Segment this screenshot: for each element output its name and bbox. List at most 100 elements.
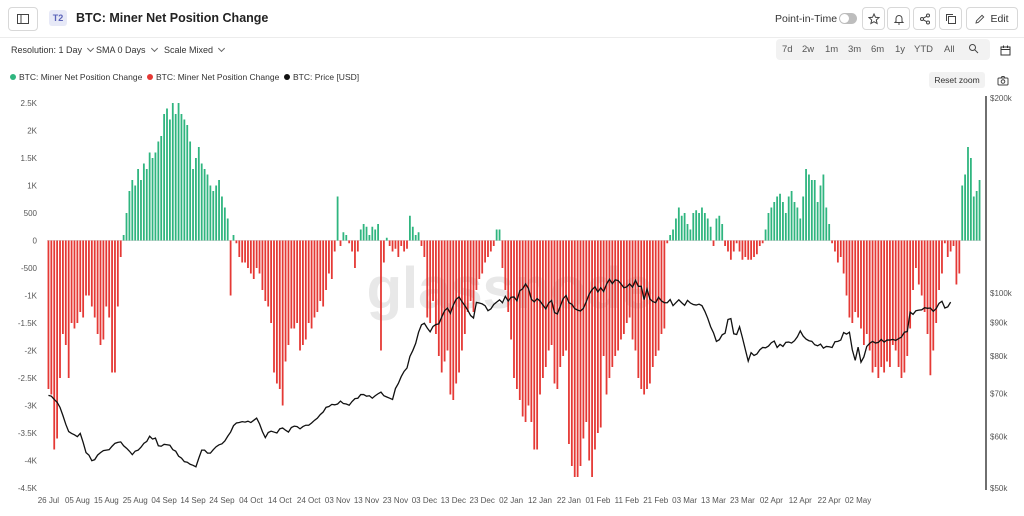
edit-button[interactable]: Edit	[966, 7, 1018, 30]
bar-positive	[695, 210, 698, 241]
bar-positive	[675, 218, 677, 241]
bar-positive	[414, 235, 417, 241]
bar-negative	[608, 240, 611, 378]
bar-negative	[406, 240, 408, 249]
bar-negative	[258, 240, 261, 274]
zoom-button[interactable]	[968, 43, 979, 57]
resolution-select[interactable]: Resolution: 1 Day	[11, 44, 95, 55]
left-axis-tick: -3.5K	[18, 429, 38, 438]
bar-negative	[339, 240, 342, 246]
bar-positive	[218, 180, 220, 241]
scale-select[interactable]: Scale Mixed	[164, 44, 226, 55]
bar-positive	[131, 180, 134, 241]
x-axis-tick: 25 Aug	[123, 496, 148, 505]
range-1y[interactable]: 1y	[895, 44, 906, 55]
bar-negative	[906, 240, 909, 356]
bar-negative	[727, 240, 729, 252]
legend-label: BTC: Price [USD]	[293, 72, 360, 82]
bar-positive	[764, 229, 767, 241]
calendar-button[interactable]	[995, 40, 1015, 60]
bar-positive	[122, 235, 125, 241]
bar-negative	[524, 240, 527, 422]
range-3m[interactable]: 3m	[848, 44, 862, 55]
bar-negative	[403, 240, 406, 252]
x-axis-tick: 22 Apr	[818, 496, 841, 505]
range-ytd[interactable]: YTD	[914, 44, 933, 55]
sidebar-toggle-button[interactable]	[8, 7, 38, 31]
bar-positive	[177, 103, 180, 241]
bar-positive	[163, 114, 166, 241]
bar-negative	[886, 240, 888, 362]
bar-negative	[550, 240, 553, 345]
right-axis-tick: $100k	[990, 289, 1013, 298]
bar-positive	[137, 169, 139, 241]
legend-item-positive[interactable]: BTC: Miner Net Position Change	[10, 72, 142, 82]
duplicate-button[interactable]	[939, 7, 962, 30]
bar-negative	[67, 240, 70, 378]
bar-positive	[701, 207, 703, 241]
bar-negative	[504, 240, 507, 290]
bar-negative	[516, 240, 518, 389]
bar-negative	[591, 240, 593, 477]
x-axis-tick: 24 Sep	[209, 496, 235, 505]
bar-negative	[877, 240, 880, 378]
bar-negative	[241, 240, 244, 263]
bar-positive	[706, 218, 709, 241]
bar-negative	[732, 240, 735, 252]
legend-item-price[interactable]: BTC: Price [USD]	[284, 72, 359, 82]
bar-negative	[860, 240, 862, 329]
range-all[interactable]: All	[944, 44, 955, 55]
bar-negative	[926, 240, 929, 334]
left-axis-tick: -2K	[25, 347, 38, 356]
range-2w[interactable]: 2w	[802, 44, 815, 55]
share-button[interactable]	[913, 7, 936, 30]
range-7d[interactable]: 7d	[782, 44, 793, 55]
x-axis-tick: 26 Jul	[38, 496, 60, 505]
bar-negative	[446, 240, 449, 351]
bar-negative	[461, 240, 463, 351]
bar-negative	[949, 240, 952, 252]
bar-negative	[469, 240, 472, 301]
screenshot-button[interactable]	[997, 73, 1011, 87]
bar-negative	[238, 240, 241, 257]
reset-zoom-button[interactable]: Reset zoom	[929, 72, 985, 88]
bar-negative	[85, 240, 87, 296]
bar-negative	[903, 240, 906, 373]
bar-negative	[582, 240, 585, 439]
range-1m[interactable]: 1m	[825, 44, 839, 55]
bar-negative	[302, 240, 304, 345]
favorite-button[interactable]	[862, 7, 885, 30]
x-axis-tick: 04 Sep	[151, 496, 177, 505]
alert-button[interactable]	[887, 7, 910, 30]
x-axis-tick: 03 Nov	[325, 496, 350, 505]
bar-negative	[322, 240, 325, 307]
bar-negative	[649, 240, 651, 384]
bar-positive	[160, 136, 163, 241]
bar-negative	[594, 240, 596, 450]
bar-positive	[816, 202, 819, 241]
legend-item-negative[interactable]: BTC: Miner Net Position Change	[147, 72, 279, 82]
bar-positive	[808, 174, 810, 241]
sma-select[interactable]: SMA 0 Days	[96, 44, 158, 55]
bar-positive	[195, 158, 197, 241]
x-axis-tick: 11 Feb	[615, 496, 640, 505]
bar-negative	[955, 240, 958, 285]
bar-positive	[819, 185, 822, 241]
bar-positive	[698, 213, 700, 241]
x-axis-tick: 22 Jan	[557, 496, 581, 505]
bar-negative	[307, 240, 310, 323]
bar-negative	[628, 240, 631, 318]
legend-dot	[10, 74, 16, 80]
bar-negative	[883, 240, 886, 373]
bar-positive	[371, 226, 374, 241]
bar-negative	[935, 240, 938, 323]
range-6m[interactable]: 6m	[871, 44, 885, 55]
x-axis-tick: 14 Sep	[180, 496, 206, 505]
point-in-time-toggle[interactable]	[839, 13, 857, 24]
bar-negative	[56, 240, 59, 439]
bar-positive	[180, 114, 183, 241]
bar-positive	[368, 235, 371, 241]
bar-positive	[169, 119, 171, 241]
bar-negative	[735, 240, 738, 244]
